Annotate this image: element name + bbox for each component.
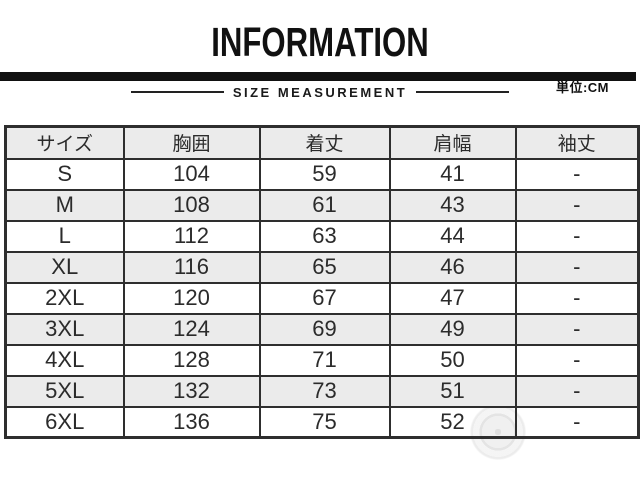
value-cell: 46 <box>388 250 517 284</box>
size-table: サイズ 胸囲 着丈 肩幅 袖丈 S 104 59 41- M 108 61 43- L 112 63 44- X… <box>4 125 640 439</box>
value-cell: 71 <box>258 343 391 377</box>
value-cell: 52 <box>388 405 517 439</box>
value-cell: 61 <box>258 188 391 222</box>
value-cell: 65 <box>258 250 391 284</box>
header-row: サイズ 胸囲 着丈 肩幅 袖丈 <box>4 125 640 160</box>
value-cell: - <box>514 374 640 408</box>
table-row: 4XL 128 71 50- <box>4 343 640 377</box>
value-cell: 132 <box>122 374 261 408</box>
table-row: XL 116 65 46- <box>4 250 640 284</box>
divider-bar <box>0 72 636 81</box>
column-header: 肩幅 <box>388 125 517 160</box>
column-header: 袖丈 <box>514 125 640 160</box>
value-cell: 50 <box>388 343 517 377</box>
table-row: S 104 59 41- <box>4 157 640 191</box>
value-cell: - <box>514 281 640 315</box>
value-cell: - <box>514 157 640 191</box>
size-cell: L <box>4 219 125 253</box>
size-cell: XL <box>4 250 125 284</box>
value-cell: 59 <box>258 157 391 191</box>
value-cell: 128 <box>122 343 261 377</box>
value-cell: - <box>514 250 640 284</box>
value-cell: 73 <box>258 374 391 408</box>
size-cell: 2XL <box>4 281 125 315</box>
value-cell: 67 <box>258 281 391 315</box>
value-cell: - <box>514 188 640 222</box>
size-cell: 6XL <box>4 405 125 439</box>
value-cell: 41 <box>388 157 517 191</box>
value-cell: 63 <box>258 219 391 253</box>
size-cell: 3XL <box>4 312 125 346</box>
value-cell: - <box>514 219 640 253</box>
value-cell: 108 <box>122 188 261 222</box>
table-row: L 112 63 44- <box>4 219 640 253</box>
value-cell: - <box>514 405 640 439</box>
value-cell: 124 <box>122 312 261 346</box>
size-cell: M <box>4 188 125 222</box>
section-heading: SIZE MEASUREMENT <box>0 84 640 100</box>
value-cell: 43 <box>388 188 517 222</box>
table-row: 5XL 132 73 51- <box>4 374 640 408</box>
value-cell: 136 <box>122 405 261 439</box>
value-cell: 104 <box>122 157 261 191</box>
value-cell: - <box>514 312 640 346</box>
size-cell: 5XL <box>4 374 125 408</box>
value-cell: 49 <box>388 312 517 346</box>
table-row: M 108 61 43- <box>4 188 640 222</box>
size-table-body: S 104 59 41- M 108 61 43- L 112 63 44- XL 116 65 46-2XL… <box>4 157 640 439</box>
value-cell: 116 <box>122 250 261 284</box>
value-cell: 120 <box>122 281 261 315</box>
size-cell: S <box>4 157 125 191</box>
value-cell: 51 <box>388 374 517 408</box>
right-rule <box>416 91 510 93</box>
column-header: サイズ <box>4 125 125 160</box>
table-row: 2XL 120 67 47- <box>4 281 640 315</box>
value-cell: 44 <box>388 219 517 253</box>
value-cell: - <box>514 343 640 377</box>
size-table-head: サイズ 胸囲 着丈 肩幅 袖丈 <box>4 125 640 160</box>
column-header: 着丈 <box>258 125 391 160</box>
value-cell: 112 <box>122 219 261 253</box>
size-chart-page: INFORMATION 単位:CM SIZE MEASUREMENT サイズ 胸囲… <box>0 19 640 478</box>
value-cell: 47 <box>388 281 517 315</box>
value-cell: 69 <box>258 312 391 346</box>
section-heading-label: SIZE MEASUREMENT <box>232 84 408 100</box>
column-header: 胸囲 <box>122 125 261 160</box>
page-title: INFORMATION <box>211 19 429 65</box>
unit-label: 単位:CM <box>555 80 609 95</box>
size-cell: 4XL <box>4 343 125 377</box>
left-rule <box>130 91 224 93</box>
value-cell: 75 <box>258 405 391 439</box>
table-row: 3XL 124 69 49- <box>4 312 640 346</box>
table-row: 6XL 136 75 52- <box>4 405 640 439</box>
